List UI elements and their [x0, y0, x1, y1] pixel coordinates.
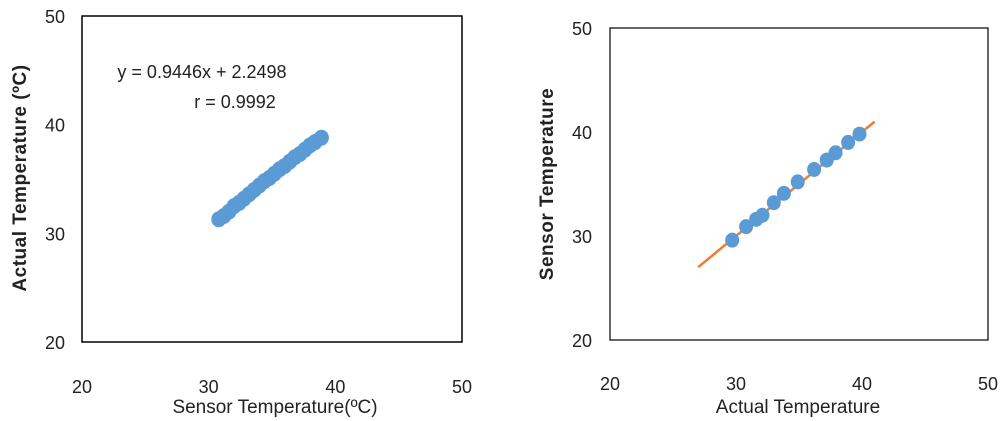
points-right [725, 126, 867, 248]
data-point [807, 161, 822, 177]
y-tick-label: 30 [45, 224, 65, 244]
x-ticks-left: 20 30 40 50 [72, 377, 472, 397]
y-tick-label: 20 [45, 333, 65, 353]
chart-right: 20 30 40 50 20 30 40 50 Actual Temperature Sen… [537, 19, 998, 418]
y-tick-label: 30 [572, 227, 592, 247]
x-tick-label: 30 [726, 374, 746, 394]
data-point [725, 232, 740, 248]
x-tick-label: 20 [72, 377, 92, 397]
x-tick-label: 40 [325, 377, 345, 397]
data-point [790, 174, 805, 190]
plot-frame-right [609, 27, 989, 341]
x-tick-label: 50 [978, 374, 998, 394]
plot-frame-left [81, 15, 463, 343]
chart-left: 20 30 40 50 20 30 40 50 y = 0.9446x + 2.2498 r… [10, 7, 472, 418]
y-ticks-right: 20 30 40 50 [572, 19, 592, 351]
y-tick-label: 40 [45, 116, 65, 136]
data-point [313, 129, 329, 146]
data-point [841, 134, 856, 150]
data-point [766, 195, 781, 211]
data-point [739, 219, 754, 235]
points-left [211, 129, 329, 228]
x-axis-title-left: Sensor Temperature(ºC) [172, 397, 377, 418]
data-point [852, 126, 867, 142]
data-point [828, 145, 843, 161]
x-tick-label: 40 [852, 374, 872, 394]
data-point [776, 185, 791, 201]
y-axis-title-right: Sensor Temperature [537, 88, 558, 280]
x-tick-label: 50 [452, 377, 472, 397]
data-point [755, 207, 770, 223]
y-tick-label: 50 [572, 19, 592, 39]
y-tick-label: 40 [572, 123, 592, 143]
regression-equation: y = 0.9446x + 2.2498 [117, 62, 286, 82]
x-axis-title-right: Actual Temperature [716, 397, 880, 418]
y-axis-title-left: Actual Temperature (ºC) [10, 64, 31, 291]
x-tick-label: 20 [600, 374, 620, 394]
correlation-coefficient: r = 0.9992 [194, 92, 276, 112]
y-tick-label: 50 [45, 7, 65, 27]
y-tick-label: 20 [572, 331, 592, 351]
x-tick-label: 30 [199, 377, 219, 397]
x-ticks-right: 20 30 40 50 [600, 374, 998, 394]
y-ticks-left: 20 30 40 50 [45, 7, 65, 353]
